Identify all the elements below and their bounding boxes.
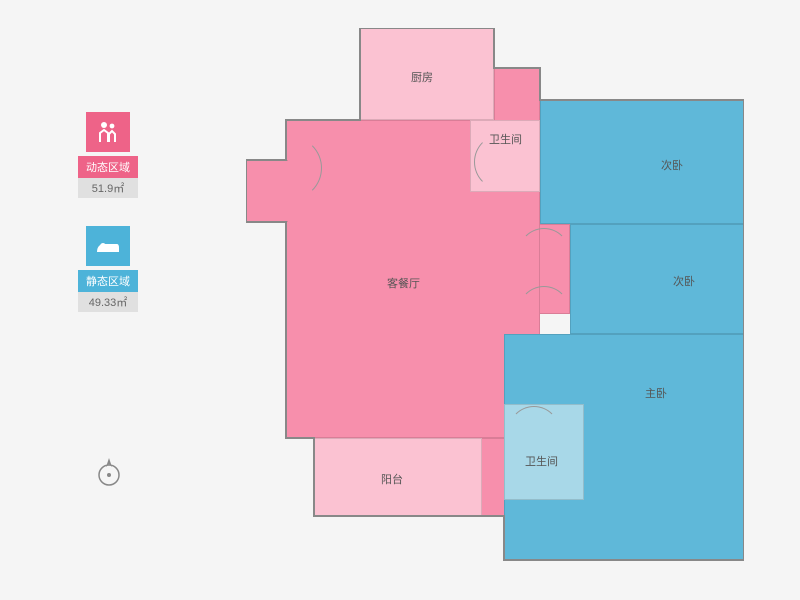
room-hall-bottom (482, 438, 504, 516)
legend-static-value: 49.33㎡ (78, 292, 138, 312)
door (290, 136, 322, 168)
room-balcony: 阳台 (314, 438, 482, 516)
legend-dynamic-value: 51.9㎡ (78, 178, 138, 198)
sleep-icon (86, 226, 130, 266)
room-kitchen: 厨房 (360, 28, 494, 120)
compass-icon (92, 455, 126, 489)
room-bedroom2a: 次卧 (540, 100, 744, 224)
room-master-label: 主卧 (645, 385, 667, 401)
room-living-label: 客餐厅 (387, 275, 420, 291)
room-balcony-label: 阳台 (381, 471, 403, 487)
room-hall-top (494, 68, 540, 122)
door (474, 162, 502, 190)
door (508, 406, 534, 432)
legend-static: 静态区域 49.33㎡ (78, 226, 138, 312)
door (544, 286, 570, 312)
legend-dynamic-label: 动态区域 (78, 156, 138, 178)
legend: 动态区域 51.9㎡ 静态区域 49.33㎡ (78, 112, 138, 340)
room-bedroom2b-label: 次卧 (673, 273, 695, 289)
people-icon (86, 112, 130, 152)
legend-static-label: 静态区域 (78, 270, 138, 292)
room-bedroom2b: 次卧 (570, 224, 744, 334)
legend-dynamic: 动态区域 51.9㎡ (78, 112, 138, 198)
room-kitchen-label: 厨房 (411, 69, 433, 85)
floorplan: 客餐厅 厨房 卫生间 次卧 次卧 主卧 卫生间 阳台 (246, 28, 744, 572)
door (544, 228, 570, 254)
room-bedroom2a-label: 次卧 (661, 157, 683, 173)
